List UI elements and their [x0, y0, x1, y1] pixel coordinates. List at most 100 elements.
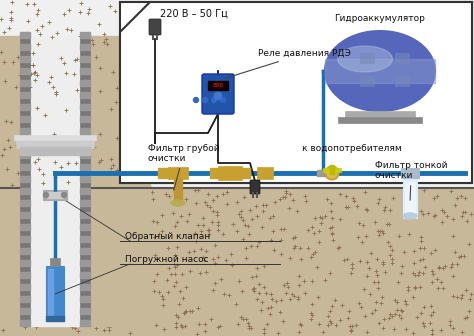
Bar [80, 80, 90, 86]
Bar [80, 260, 90, 266]
Circle shape [62, 193, 66, 198]
Bar [20, 140, 30, 146]
Bar [80, 44, 90, 50]
Bar [80, 32, 90, 38]
Bar [345, 111, 415, 117]
Text: Гидроаккумулятор: Гидроаккумулятор [335, 14, 426, 23]
Bar [50, 258, 60, 266]
Bar [168, 167, 188, 179]
Bar [20, 320, 30, 326]
Bar [158, 168, 168, 178]
Bar [47, 192, 63, 198]
Bar [14, 135, 96, 140]
Bar [20, 116, 30, 122]
Text: Погружной насос: Погружной насос [125, 255, 209, 264]
Bar [20, 284, 30, 290]
Bar [80, 200, 90, 206]
Bar [218, 166, 242, 180]
Bar [20, 236, 30, 242]
Bar [46, 266, 64, 321]
Text: Фильтр тонкой
очистки: Фильтр тонкой очистки [375, 161, 447, 200]
Circle shape [44, 193, 48, 198]
Bar [120, 2, 472, 183]
Bar [395, 76, 409, 86]
Circle shape [327, 168, 337, 178]
Bar [20, 56, 30, 62]
Bar [48, 269, 53, 318]
Bar [325, 59, 435, 83]
Bar [242, 168, 250, 178]
Bar [80, 152, 90, 158]
Bar [20, 260, 30, 266]
Bar [20, 200, 30, 206]
Bar [80, 224, 90, 230]
Bar [330, 165, 334, 174]
Bar [405, 182, 415, 215]
Bar [395, 53, 409, 63]
Bar [80, 36, 90, 326]
Bar [90, 36, 150, 326]
Bar [46, 316, 64, 321]
Circle shape [193, 97, 199, 102]
Bar [208, 81, 228, 90]
Bar [20, 80, 30, 86]
Bar [80, 284, 90, 290]
Text: Фильтр грубой
очистки: Фильтр грубой очистки [148, 143, 219, 190]
Bar [210, 168, 218, 178]
Bar [0, 188, 474, 336]
Bar [257, 167, 273, 179]
Bar [80, 296, 90, 302]
Bar [20, 224, 30, 230]
Bar [20, 104, 30, 110]
Bar [20, 188, 30, 194]
Bar [20, 248, 30, 254]
Circle shape [211, 97, 217, 102]
Bar [80, 236, 90, 242]
Bar [401, 168, 419, 178]
Bar [360, 76, 374, 86]
Bar [20, 128, 30, 134]
Bar [20, 68, 30, 74]
Text: 888: 888 [212, 83, 224, 88]
Bar [317, 170, 327, 176]
Polygon shape [120, 2, 472, 183]
Bar [20, 92, 30, 98]
FancyBboxPatch shape [149, 19, 161, 35]
Bar [20, 176, 30, 182]
Bar [360, 53, 374, 63]
Bar [20, 152, 30, 158]
Bar [80, 320, 90, 326]
Bar [80, 164, 90, 170]
Ellipse shape [171, 200, 185, 206]
Bar [80, 68, 90, 74]
Bar [80, 116, 90, 122]
Bar [20, 44, 30, 50]
Bar [20, 272, 30, 278]
Bar [20, 308, 30, 314]
Bar [80, 248, 90, 254]
Bar [20, 164, 30, 170]
Ellipse shape [325, 31, 435, 111]
Circle shape [202, 97, 208, 102]
Ellipse shape [403, 213, 417, 219]
Bar [403, 178, 417, 218]
Bar [80, 140, 90, 146]
Bar [80, 128, 90, 134]
Circle shape [220, 97, 226, 102]
Bar [0, 36, 20, 326]
Bar [20, 147, 90, 155]
Bar [80, 92, 90, 98]
Text: Обратный клапан: Обратный клапан [125, 232, 210, 241]
Bar [174, 179, 182, 201]
Text: Реле давления РДЭ: Реле давления РДЭ [226, 49, 351, 78]
FancyBboxPatch shape [202, 74, 234, 114]
Bar [80, 188, 90, 194]
Bar [80, 212, 90, 218]
Bar [43, 190, 67, 200]
Circle shape [325, 166, 339, 180]
Text: к водопотребителям: к водопотребителям [302, 144, 402, 153]
Bar [338, 117, 422, 123]
Bar [16, 140, 94, 148]
Circle shape [214, 92, 222, 100]
Bar [20, 32, 30, 38]
